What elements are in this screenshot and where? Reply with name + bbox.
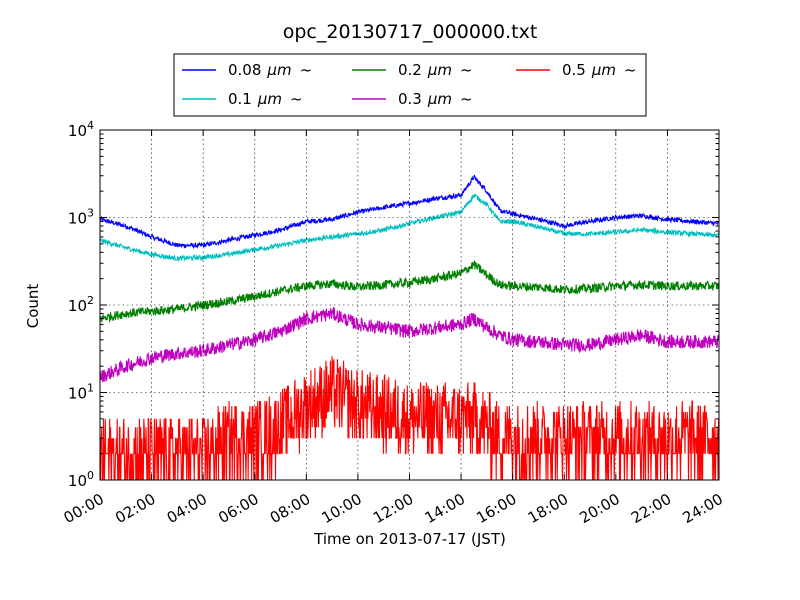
x-tick-label: 20:00 bbox=[576, 490, 622, 527]
y-tick-label: 102 bbox=[68, 294, 94, 315]
x-tick-label: 22:00 bbox=[628, 490, 674, 527]
y-tick-label: 100 bbox=[68, 469, 94, 490]
series-line-1 bbox=[100, 193, 719, 263]
legend-box bbox=[173, 53, 647, 117]
x-tick-label: 08:00 bbox=[267, 490, 313, 527]
y-tick-label: 101 bbox=[68, 382, 94, 403]
legend-label-4: 0.5 μm ~ bbox=[562, 61, 637, 79]
legend-label-2: 0.2 μm ~ bbox=[398, 61, 473, 79]
legend: 0.08 μm ~ 0.1 μm ~ 0.2 μm ~ 0.3 μm ~ 0.5 μm ~ bbox=[173, 53, 647, 117]
legend-label-3: 0.3 μm ~ bbox=[398, 90, 473, 108]
y-tick-label: 103 bbox=[68, 207, 94, 228]
x-tick-label: 02:00 bbox=[112, 490, 158, 527]
y-axis-label: Count bbox=[24, 284, 42, 329]
x-tick-label: 12:00 bbox=[370, 490, 416, 527]
x-axis-label: Time on 2013-07-17 (JST) bbox=[313, 530, 506, 548]
x-tick-label: 16:00 bbox=[473, 490, 519, 527]
x-tick-label: 00:00 bbox=[61, 490, 107, 527]
x-tick-label: 04:00 bbox=[164, 490, 210, 527]
legend-label-0: 0.08 μm ~ bbox=[228, 61, 312, 79]
chart-title: opc_20130717_000000.txt bbox=[283, 21, 538, 43]
x-tick-label: 24:00 bbox=[680, 490, 726, 527]
x-tick-label: 06:00 bbox=[215, 490, 261, 527]
x-tick-label: 14:00 bbox=[422, 490, 468, 527]
legend-label-1: 0.1 μm ~ bbox=[228, 90, 303, 108]
x-tick-label: 10:00 bbox=[318, 490, 364, 527]
y-tick-label: 104 bbox=[68, 119, 94, 140]
x-tick-label: 18:00 bbox=[525, 490, 571, 527]
series-line-3 bbox=[100, 307, 719, 383]
